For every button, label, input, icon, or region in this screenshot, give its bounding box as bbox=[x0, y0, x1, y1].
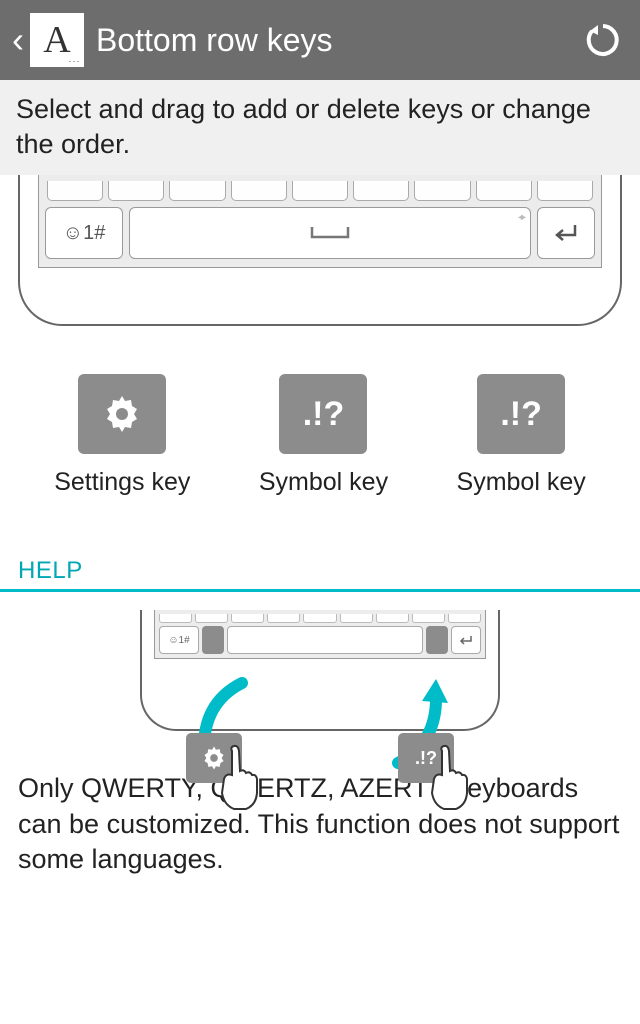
keyboard-preview: ☺1# ◂▸ bbox=[0, 175, 640, 346]
draggable-keys-row: Settings key .!? Symbol key .!? Symbol k… bbox=[0, 346, 640, 497]
undo-icon bbox=[581, 18, 625, 62]
mini-sym-key: ☺1# bbox=[159, 626, 199, 654]
phone-frame: ☺1# ◂▸ bbox=[18, 175, 622, 326]
keyboard-block: ☺1# ◂▸ bbox=[38, 175, 602, 268]
header-bar: ‹ A Bottom row keys bbox=[0, 0, 640, 80]
symbols-key[interactable]: ☺1# bbox=[45, 207, 123, 259]
instruction-text: Select and drag to add or delete keys or… bbox=[0, 80, 640, 175]
back-chevron-icon[interactable]: ‹ bbox=[12, 19, 24, 61]
help-heading: HELP bbox=[0, 497, 640, 592]
floating-symbol-key: .!? bbox=[398, 733, 454, 783]
draggable-settings-key[interactable]: Settings key bbox=[54, 374, 190, 497]
draggable-symbol-key-2[interactable]: .!? Symbol key bbox=[457, 374, 586, 497]
app-icon-letter: A bbox=[43, 18, 70, 62]
mini-phone-frame: ☺1# .!? bbox=[140, 610, 500, 731]
mini-drop-slot bbox=[426, 626, 448, 654]
app-icon[interactable]: A bbox=[30, 13, 84, 67]
space-key[interactable]: ◂▸ bbox=[129, 207, 531, 259]
draggable-symbol-key-1[interactable]: .!? Symbol key bbox=[259, 374, 388, 497]
keyboard-bottom-row: ☺1# ◂▸ bbox=[45, 207, 595, 259]
gear-icon bbox=[78, 374, 166, 454]
mini-enter-key bbox=[451, 626, 481, 654]
enter-key[interactable] bbox=[537, 207, 595, 259]
draggable-label: Settings key bbox=[54, 468, 190, 497]
symbol-icon: .!? bbox=[477, 374, 565, 454]
floating-gear-key bbox=[186, 733, 242, 783]
mini-drop-slot bbox=[202, 626, 224, 654]
help-illustration: ☺1# .!? bbox=[0, 592, 640, 741]
draggable-label: Symbol key bbox=[457, 468, 586, 497]
mini-space-key bbox=[227, 626, 423, 654]
page-title: Bottom row keys bbox=[96, 22, 578, 59]
draggable-label: Symbol key bbox=[259, 468, 388, 497]
help-note: Only QWERTY, QWERTZ, AZERTY keyboards ca… bbox=[0, 741, 640, 878]
symbol-icon: .!? bbox=[279, 374, 367, 454]
keyboard-row-stubs bbox=[45, 181, 595, 207]
undo-button[interactable] bbox=[578, 15, 628, 65]
